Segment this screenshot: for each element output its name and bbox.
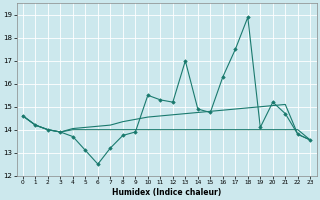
X-axis label: Humidex (Indice chaleur): Humidex (Indice chaleur) <box>112 188 221 197</box>
